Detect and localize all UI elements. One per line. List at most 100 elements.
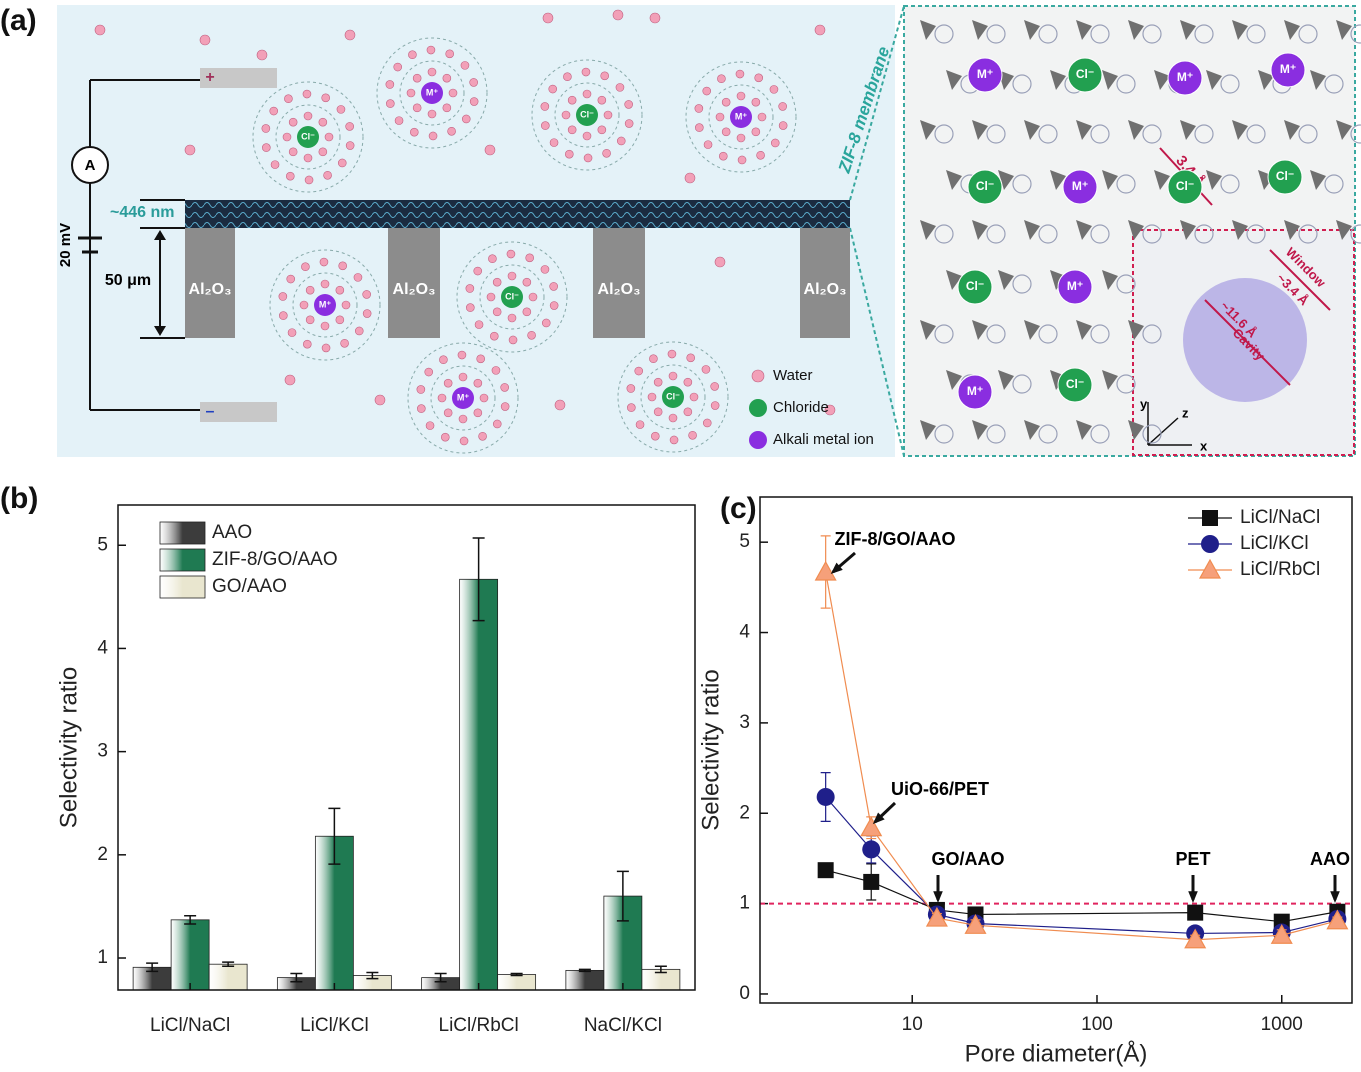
water (491, 366, 501, 375)
lattice-ring (1090, 424, 1110, 444)
water (425, 421, 435, 430)
lattice-tetrahedron (1024, 20, 1040, 40)
series-line (825, 571, 1338, 941)
lattice-tetrahedron (1024, 320, 1040, 340)
dimension-lines (140, 199, 185, 339)
legend-label: Alkali metal ion (773, 431, 874, 448)
lattice-tetrahedron (998, 370, 1014, 390)
lattice-ring (1324, 74, 1344, 94)
marker (1201, 535, 1219, 553)
hydration-shell (269, 249, 381, 361)
lattice-ion (957, 374, 993, 410)
ion-label: Cl⁻ (301, 131, 315, 141)
water (757, 112, 767, 122)
water (321, 93, 331, 103)
water (473, 266, 483, 276)
water (466, 303, 475, 312)
lattice-ring (1090, 324, 1110, 344)
lattice-ring (1142, 124, 1162, 144)
water (683, 407, 693, 417)
al2o3-label: Al₂O₃ (189, 281, 232, 298)
annotation-arrowhead (830, 562, 843, 574)
y-tick-label: 5 (97, 534, 108, 555)
al2o3-pillar (388, 228, 440, 338)
ion (576, 104, 598, 126)
lattice-ring (986, 424, 1006, 444)
lattice-tetrahedron (998, 170, 1014, 190)
lattice-ring (1038, 224, 1058, 244)
lattice-ring (1194, 124, 1214, 144)
water (615, 83, 625, 92)
water (710, 382, 719, 391)
lattice-tetrahedron (1206, 70, 1222, 90)
water (649, 354, 658, 364)
water (394, 116, 404, 125)
water (735, 69, 745, 79)
water (541, 121, 550, 130)
error-bar (510, 972, 523, 977)
ion-label: M⁺ (319, 299, 331, 309)
annotation-arrowhead (933, 891, 943, 903)
water (442, 73, 452, 83)
water (669, 435, 679, 445)
water (287, 328, 297, 337)
water (751, 127, 761, 137)
water (473, 378, 483, 388)
water (386, 99, 395, 108)
y-tick-label: 4 (739, 622, 750, 643)
water (492, 419, 502, 429)
annotation: PET (1175, 849, 1210, 869)
water (702, 418, 712, 428)
panel-label: (c) (720, 492, 757, 525)
marker (863, 873, 880, 890)
water (302, 89, 312, 99)
y-tick-label: 1 (97, 947, 108, 968)
water (489, 331, 499, 341)
lattice-tetrahedron (1024, 120, 1040, 140)
water (751, 369, 765, 383)
water (448, 88, 458, 98)
water (824, 404, 836, 416)
plot-frame (759, 496, 1353, 1004)
water (319, 257, 329, 267)
legend-label: AAO (212, 522, 252, 543)
lattice-ring (1012, 374, 1032, 394)
water (488, 254, 497, 264)
water (269, 106, 279, 116)
water (94, 24, 106, 36)
water (540, 102, 550, 111)
lattice-tetrahedron (1128, 120, 1144, 140)
water (769, 85, 779, 94)
lattice-ion-label: M⁺ (977, 67, 993, 81)
legend-ion (749, 431, 767, 449)
water (778, 121, 788, 130)
inset-axes (1147, 402, 1192, 446)
water (522, 277, 532, 287)
water (616, 136, 626, 146)
lattice-ion (1267, 159, 1303, 195)
water (303, 153, 313, 163)
water (703, 140, 713, 149)
hydration-shell (685, 61, 797, 173)
water (736, 91, 746, 101)
bar (170, 919, 210, 991)
water (492, 277, 502, 287)
error-bar (654, 965, 667, 974)
marker (1326, 909, 1349, 930)
marker (860, 816, 883, 837)
lattice-ring (1012, 174, 1032, 194)
water (304, 175, 314, 185)
water (299, 300, 309, 310)
lattice-tetrahedron (1050, 70, 1066, 90)
legend-label: LiCl/RbCl (1240, 559, 1320, 580)
hydration-shell (252, 81, 364, 193)
water (303, 111, 313, 121)
water (563, 72, 572, 82)
water (476, 354, 486, 364)
marker (816, 787, 835, 806)
lattice-tetrahedron (1050, 170, 1066, 190)
water (354, 326, 364, 336)
lattice-tetrahedron (1180, 120, 1196, 140)
water (262, 143, 271, 152)
